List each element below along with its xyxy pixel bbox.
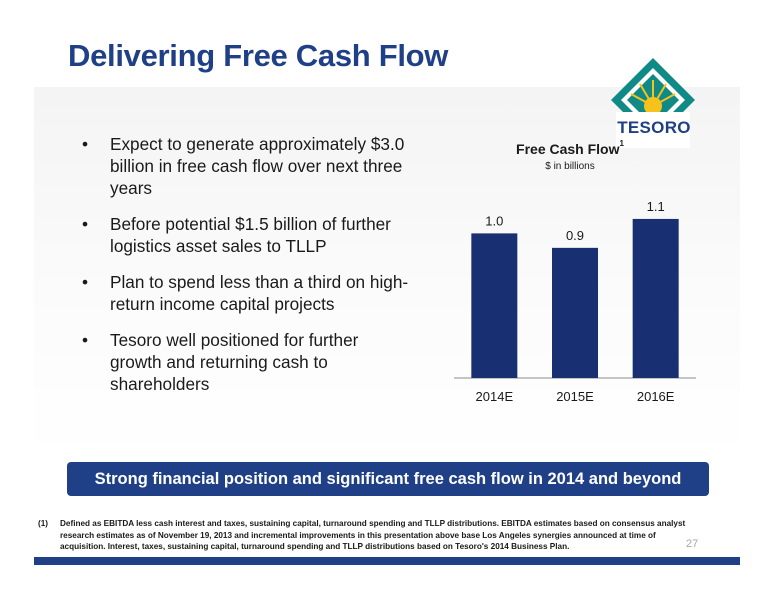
bullet-item: Expect to generate approximately $3.0 bi… [80, 133, 410, 199]
chart-bar-2015E [552, 247, 598, 378]
bullet-item: Tesoro well positioned for further growt… [80, 329, 410, 395]
summary-banner: Strong financial position and significan… [67, 462, 709, 496]
tick-label-2016E: 2016E [637, 389, 675, 404]
tick-label-2014E: 2014E [476, 389, 514, 404]
slide-title: Delivering Free Cash Flow [68, 38, 449, 73]
chart-title-text: Free Cash Flow [516, 141, 620, 157]
data-label-2015E: 0.9 [566, 228, 584, 243]
footnote: (1) Defined as EBITDA less cash interest… [38, 518, 698, 553]
chart-bar-2014E [471, 233, 518, 378]
data-label-2014E: 1.0 [485, 213, 503, 228]
tick-label-2015E: 2015E [556, 389, 594, 404]
bullet-item: Plan to spend less than a third on high-… [80, 271, 410, 315]
bullet-item: Before potential $1.5 billion of further… [80, 213, 410, 257]
chart-subtitle: $ in billions [545, 161, 595, 172]
chart-title-footnote-marker: 1 [619, 139, 624, 149]
page-number: 27 [686, 538, 699, 550]
tesoro-logo-icon [611, 58, 695, 148]
bullet-list: Expect to generate approximately $3.0 bi… [80, 133, 410, 409]
data-label-2016E: 1.1 [647, 199, 665, 214]
chart-bar-2016E [632, 218, 679, 378]
bottom-bar [34, 557, 740, 565]
footnote-marker: (1) [38, 519, 49, 528]
chart-title: Free Cash Flow1 [470, 139, 670, 157]
free-cash-flow-chart: 1.0 2014E 0.9 2015E 1.1 2016E [454, 199, 696, 404]
tesoro-logo-text: TESORO [617, 118, 691, 137]
footnote-text: Defined as EBITDA less cash interest and… [60, 519, 686, 551]
